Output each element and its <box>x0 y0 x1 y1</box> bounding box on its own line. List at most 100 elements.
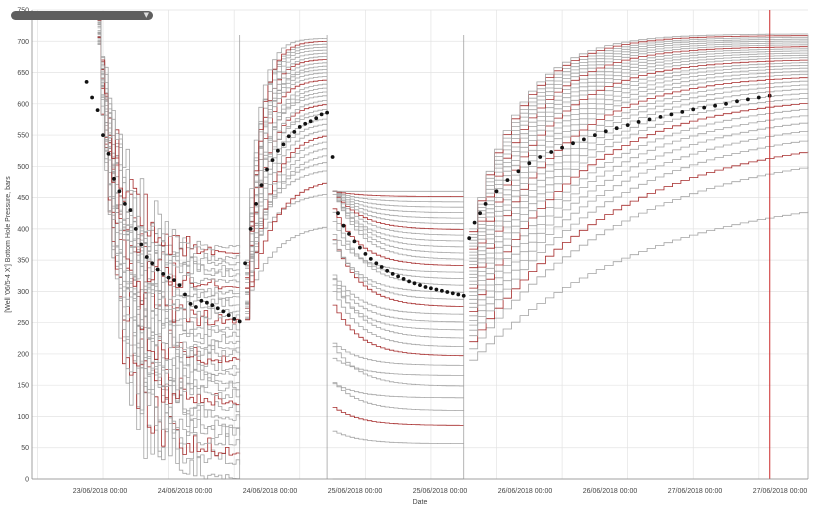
observed-point <box>396 274 400 279</box>
observed-point <box>199 298 204 303</box>
observed-point <box>724 101 728 106</box>
simulation-line <box>332 342 464 366</box>
observed-point <box>358 245 362 250</box>
observed-point <box>123 202 127 206</box>
observed-point <box>352 239 357 244</box>
x-axis-label: Date <box>413 499 428 506</box>
observed-point <box>636 120 641 124</box>
y-tick-label: 650 <box>17 70 29 77</box>
observed-point <box>325 110 329 115</box>
observed-point <box>128 208 133 213</box>
simulation-line <box>332 234 464 273</box>
observed-point <box>210 303 215 308</box>
observed-point <box>347 232 351 236</box>
observed-point <box>341 223 346 228</box>
observed-point <box>95 108 100 112</box>
simulation-line <box>469 108 809 317</box>
x-tick-label: 25/06/2018 00:00 <box>328 488 383 495</box>
observed-point <box>139 242 144 247</box>
simulation-line <box>332 190 464 208</box>
observed-point <box>194 305 198 309</box>
observed-point <box>144 255 149 259</box>
observed-point <box>226 313 231 318</box>
simulation-line <box>469 33 809 230</box>
simulation-line <box>332 383 464 399</box>
simulation-line <box>332 221 465 279</box>
observed-point <box>450 291 455 296</box>
simulation-line <box>469 38 809 238</box>
observed-point <box>407 279 411 284</box>
observed-point <box>117 189 122 194</box>
observed-point <box>205 300 209 305</box>
observed-point <box>330 155 335 159</box>
observed-point <box>756 95 761 100</box>
x-tick-label: 24/06/2018 00:00 <box>243 488 298 495</box>
simulation-line <box>469 115 809 321</box>
simulation-ensemble <box>97 19 809 480</box>
observed-point <box>254 202 258 206</box>
y-tick-label: 600 <box>17 101 29 108</box>
observed-point <box>445 290 450 294</box>
simulation-line <box>469 50 809 256</box>
y-tick-label: 550 <box>17 133 29 140</box>
simulation-line <box>332 382 465 411</box>
observed-point <box>472 220 477 225</box>
observed-point <box>385 268 390 273</box>
simulation-line <box>469 67 809 278</box>
simulation-line <box>332 239 465 300</box>
simulation-line <box>469 57 809 265</box>
observed-point <box>303 121 308 126</box>
observed-point <box>237 319 242 324</box>
highlighted-simulation-line <box>332 190 464 230</box>
observed-point <box>314 116 319 121</box>
observed-point <box>549 150 554 154</box>
simulation-line <box>469 70 809 282</box>
well-selector-dropdown[interactable]: ▼ <box>11 11 153 20</box>
simulation-line <box>332 190 465 236</box>
simulation-line <box>332 357 465 376</box>
simulation-line <box>469 139 809 337</box>
x-tick-label: 27/06/2018 00:00 <box>668 488 723 495</box>
observed-point <box>401 277 406 281</box>
x-tick-label: 23/06/2018 00:00 <box>73 488 128 495</box>
y-tick-label: 500 <box>17 164 29 171</box>
y-tick-label: 0 <box>25 477 29 484</box>
simulation-line <box>332 430 464 444</box>
observed-point <box>177 283 182 287</box>
observed-point <box>297 125 302 129</box>
observed-point <box>478 211 482 216</box>
observed-point <box>133 227 138 231</box>
observed-point <box>593 133 597 138</box>
axes: 0 50 100 150 200 250 300 350 400 450 500 550 600 650 7… <box>17 8 808 495</box>
x-tick-label: 25/06/2018 00:00 <box>413 488 468 495</box>
simulation-line <box>469 88 809 300</box>
observed-point <box>319 112 324 117</box>
simulation-line <box>332 194 465 242</box>
simulation-line <box>245 38 328 261</box>
simulation-line <box>469 54 809 262</box>
simulation-line <box>469 37 809 235</box>
simulation-line <box>469 62 809 272</box>
simulation-line <box>97 31 241 251</box>
observed-point <box>363 252 368 256</box>
simulation-line <box>332 190 464 254</box>
observed-point <box>713 103 717 108</box>
highlighted-simulation-line <box>332 304 464 357</box>
simulation-line <box>332 190 465 219</box>
observed-point <box>112 176 116 181</box>
observed-point <box>440 288 444 293</box>
observed-point <box>379 265 384 269</box>
observed-point <box>505 178 510 183</box>
simulation-line <box>469 122 809 326</box>
simulation-line <box>469 80 809 293</box>
observed-point <box>680 110 685 114</box>
simulation-line <box>332 278 464 323</box>
observed-point <box>538 155 543 159</box>
simulation-line <box>245 129 328 309</box>
y-tick-label: 700 <box>17 39 29 46</box>
simulation-line <box>97 38 241 392</box>
simulation-line <box>332 190 465 248</box>
observed-point <box>483 202 488 206</box>
simulation-line <box>469 40 809 241</box>
